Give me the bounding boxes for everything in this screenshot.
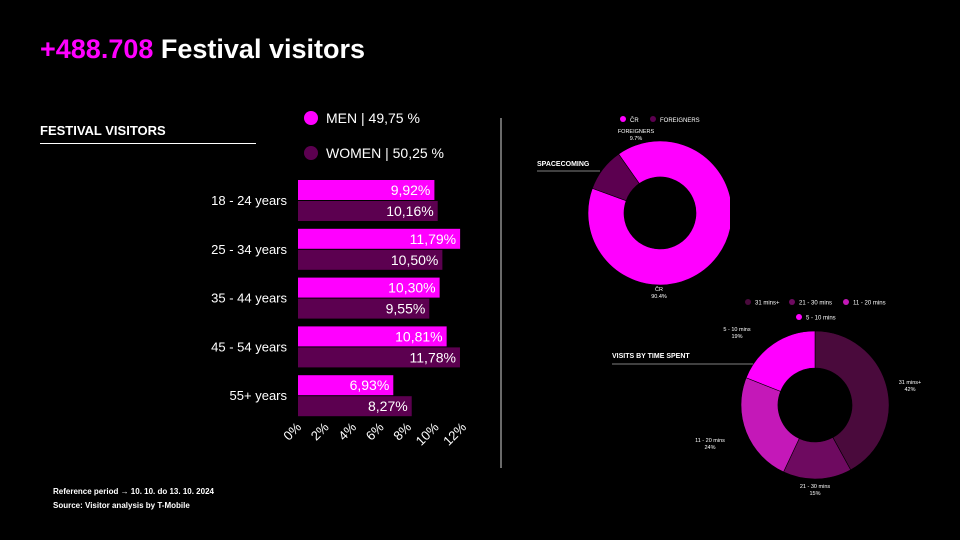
age-category-label: 45 - 54 years [211,339,287,354]
slice-value-label: 15% [809,491,820,497]
x-tick-label: 4% [335,419,359,443]
women-value-label: 11,78% [410,349,456,365]
men-bar [298,228,461,249]
women-value-label: 10,16% [386,203,433,219]
legend-label: 31 mins+ [755,301,780,307]
legend-swatch [745,299,751,305]
vertical-divider [500,118,502,468]
age-category-label: 18 - 24 years [211,193,287,208]
chart-title: VISITS BY TIME SPENT [612,353,690,360]
slice-label: ČR [655,286,663,293]
age-category-label: 25 - 34 years [211,242,287,257]
slice-value-label: 90.4% [651,294,667,300]
source-note: Source: Visitor analysis by T-Mobile [53,501,190,510]
age-bar-chart: 18 - 24 years 9,92% 10,16% 25 - 34 years 11,… [211,180,469,449]
men-value-label: 10,81% [395,328,442,344]
slice-label: 11 - 20 mins [695,438,725,444]
legend-swatch [620,116,626,122]
legend-swatch [789,299,795,305]
men-bar [298,375,394,396]
legend-men-swatch [304,111,318,125]
spacecoming-donut-chart: ČR FOREIGNERSSPACECOMINGČR90.4%FOREIGNERS… [537,116,730,300]
slice-label: 21 - 30 mins [800,484,831,490]
slice-label: 5 - 10 mins [723,327,750,333]
women-bar [298,249,443,270]
legend-label: 5 - 10 mins [806,316,836,322]
women-bar [298,396,412,417]
time-spent-donut-chart: 31 mins+ 21 - 30 mins 11 - 20 mins 5 - 10 m… [612,299,921,497]
women-value-label: 8,27% [368,398,408,414]
men-bar [298,180,435,200]
women-bar [298,347,460,368]
section-title: FESTIVAL VISITORS [40,123,166,138]
chart-title: SPACECOMING [537,161,590,168]
slice-value-label: 19% [731,334,742,340]
legend-swatch [843,299,849,305]
men-value-label: 11,79% [410,231,456,247]
slice-label: 31 mins+ [899,380,921,386]
time-spent-slice [814,330,890,471]
slice-value-label: 24% [704,445,715,451]
legend-swatch [650,116,656,122]
men-value-label: 10,30% [388,280,435,296]
age-category-label: 35 - 44 years [211,291,287,306]
legend-women-swatch [304,146,318,160]
women-value-label: 9,55% [386,301,426,317]
spacecoming-slice [591,153,640,202]
legend-label: FOREIGNERS [660,118,700,124]
legend-men-label: MEN | 49,75 % [326,110,420,126]
x-tick-label: 6% [363,419,387,443]
section-underline [40,143,256,144]
age-category-label: 55+ years [230,388,288,403]
visitor-count: +488.708 [40,34,154,64]
women-bar [298,201,438,221]
legend-women: WOMEN | 50,25 % [304,145,444,161]
time-spent-slice [745,330,816,392]
title-text: Festival visitors [160,34,365,64]
slice-value-label: 42% [904,387,915,393]
spacecoming-slice [587,140,730,286]
legend-label: 21 - 30 mins [799,301,832,307]
x-tick-label: 0% [280,419,304,443]
women-bar [298,298,430,319]
men-bar [298,277,440,298]
legend-women-label: WOMEN | 50,25 % [326,145,445,161]
legend-swatch [796,314,802,320]
men-bar [298,326,447,347]
men-value-label: 9,92% [391,182,431,198]
legend-label: ČR [630,117,639,124]
legend-label: 11 - 20 mins [853,301,886,307]
reference-period: Reference period → 10. 10. do 13. 10. 20… [53,487,214,496]
men-value-label: 6,93% [350,377,390,393]
x-tick-label: 8% [390,419,414,443]
legend-men: MEN | 49,75 % [304,110,420,126]
x-tick-label: 12% [440,419,469,448]
slice-value-label: 9.7% [630,136,643,142]
x-tick-label: 10% [413,419,442,448]
x-tick-label: 2% [308,419,332,443]
page-title: +488.708 Festival visitors [40,34,365,65]
slice-label: FOREIGNERS [618,129,655,135]
women-value-label: 10,50% [391,252,438,268]
